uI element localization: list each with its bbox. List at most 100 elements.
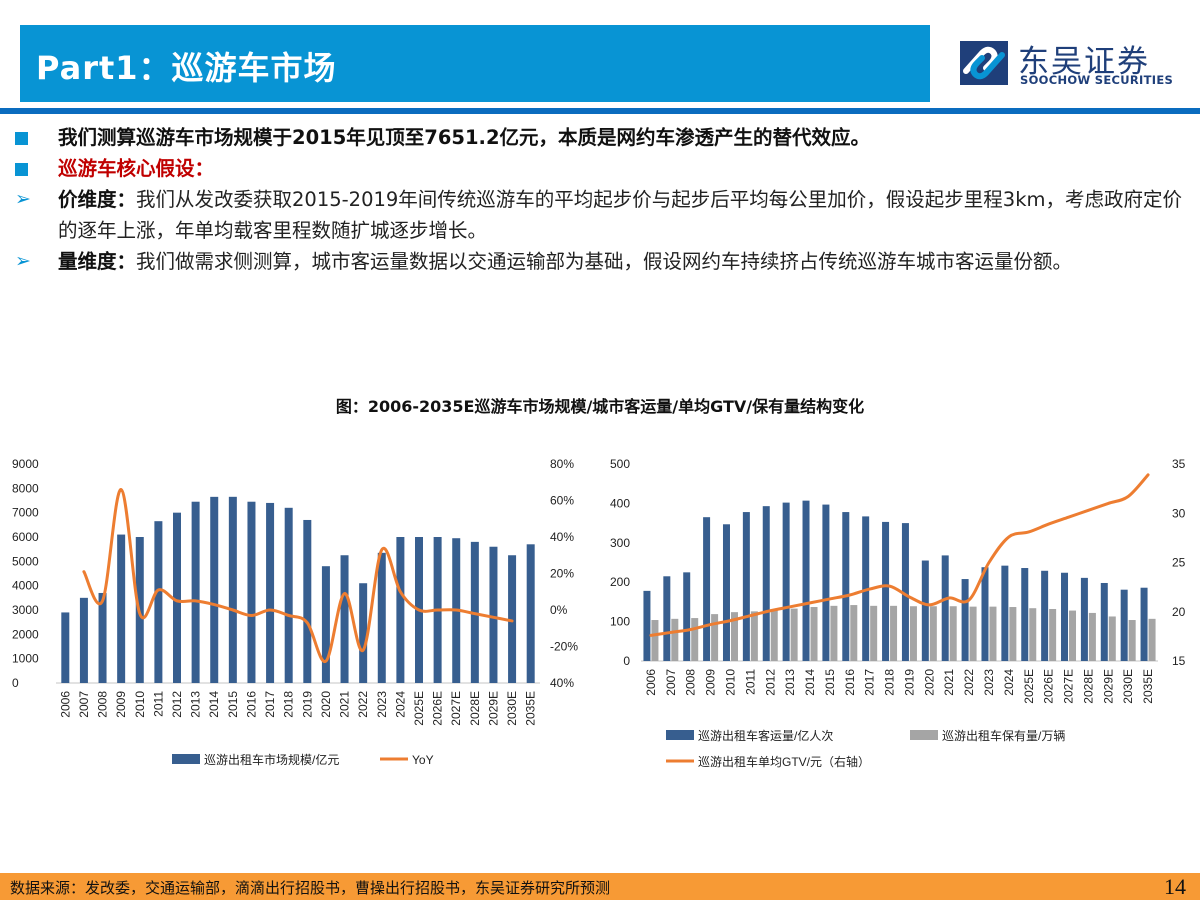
bar-primary: [981, 567, 989, 661]
x-tick-label: 2030E: [505, 691, 519, 726]
x-tick-label: 2029E: [486, 691, 500, 726]
logo-en-text: SOOCHOW SECURITIES: [1020, 73, 1174, 87]
bar-primary: [489, 546, 498, 683]
bar-secondary: [651, 620, 659, 661]
bullet-item: 我们测算巡游车市场规模于2015年见顶至7651.2亿元，本质是网约车渗透产生的…: [12, 122, 1192, 153]
figure-title: 图：2006-2035E巡游车市场规模/城市客运量/单均GTV/保有量结构变化: [335, 397, 865, 416]
bar-secondary: [691, 618, 699, 661]
y-left-tick-label: 0: [623, 654, 630, 668]
y-right-tick-label: 40%: [550, 530, 574, 544]
bar-secondary: [1148, 618, 1156, 661]
y-right-tick-label: 80%: [550, 457, 574, 471]
y-left-tick-label: 300: [610, 536, 630, 550]
bar-secondary: [671, 618, 679, 661]
bar-primary: [1140, 587, 1148, 661]
bar-primary: [1021, 568, 1029, 661]
bar-primary: [762, 506, 770, 661]
y-left-tick-label: 4000: [12, 579, 39, 593]
bar-secondary: [770, 609, 778, 661]
x-tick-label: 2026E: [1042, 669, 1056, 704]
legend-swatch: [910, 730, 938, 740]
x-tick-label: 2026E: [431, 691, 445, 726]
y-right-tick-label: 15: [1172, 654, 1186, 668]
bar-secondary: [949, 606, 957, 661]
y-left-tick-label: 0: [12, 676, 19, 690]
y-right-tick-label: 60%: [550, 494, 574, 508]
bar-primary: [210, 496, 219, 683]
x-tick-label: 2012: [763, 669, 777, 696]
y-right-tick-label: 35: [1172, 457, 1186, 471]
bullet-list: 我们测算巡游车市场规模于2015年见顶至7651.2亿元，本质是网约车渗透产生的…: [12, 122, 1192, 277]
x-tick-label: 2027E: [1062, 669, 1076, 704]
y-left-tick-label: 3000: [12, 603, 39, 617]
bullet-bold: 我们测算巡游车市场规模于2015年见顶至7651.2亿元，本质是网约车渗透产生的…: [58, 126, 871, 149]
x-tick-label: 2019: [902, 669, 916, 696]
bar-primary: [266, 502, 275, 683]
market-size-chart: 0 1000 2000 3000 4000 5000 6000 7000 8000 9000 80%…: [12, 457, 578, 767]
bar-primary: [643, 590, 651, 661]
x-tick-label: 2010: [133, 691, 147, 718]
bar-primary: [98, 592, 107, 683]
series-line: [649, 473, 1150, 637]
page-title: Part1：巡游车市场: [36, 49, 337, 87]
bar-secondary: [969, 606, 977, 661]
bar-primary: [117, 534, 126, 683]
y-left-tick-label: 7000: [12, 506, 39, 520]
data-source: 数据来源：发改委，交通运输部，滴滴出行招股书，曹操出行招股书，东吴证券研究所预测: [10, 879, 611, 897]
series-line: [82, 488, 514, 663]
bar-secondary: [810, 607, 818, 661]
y-right-tick-label: 40%: [550, 676, 574, 690]
x-tick-label: 2011: [743, 669, 757, 695]
bullet-text: 我们从发改委获取2015-2019年间传统巡游车的平均起步价与起步后平均每公里加…: [58, 188, 1182, 242]
x-tick-label: 2022: [356, 691, 370, 718]
y-left-tick-label: 9000: [12, 457, 39, 471]
legend-swatch: [172, 754, 200, 764]
bar-primary: [79, 597, 88, 683]
legend-label: YoY: [412, 753, 434, 767]
x-tick-label: 2022: [962, 669, 976, 696]
bar-secondary: [850, 605, 858, 661]
x-tick-label: 2012: [170, 691, 184, 718]
x-tick-label: 2019: [300, 691, 314, 718]
y-left-tick-label: 2000: [12, 627, 39, 641]
company-logo: 东吴证券 SOOCHOW SECURITIES: [960, 38, 1180, 93]
y-left-tick-label: 200: [610, 575, 630, 589]
x-tick-label: 2014: [207, 691, 221, 718]
x-tick-label: 2016: [244, 691, 258, 718]
y-right-tick-label: -20%: [550, 640, 578, 654]
bullet-item: ➢ 价维度：我们从发改委获取2015-2019年间传统巡游车的平均起步价与起步后…: [12, 184, 1192, 246]
bar-secondary: [870, 605, 878, 661]
bar-secondary: [830, 605, 838, 661]
bar-primary: [340, 555, 349, 683]
bar-primary: [882, 521, 890, 661]
x-tick-label: 2009: [704, 669, 718, 696]
x-tick-label: 2013: [189, 691, 203, 718]
x-tick-label: 2006: [58, 691, 72, 718]
soochow-logo-icon: [960, 41, 1008, 85]
x-tick-label: 2035E: [1141, 669, 1155, 704]
bullet-item: 巡游车核心假设：: [12, 153, 1192, 184]
bullet-item: ➢ 量维度：我们做需求侧测算，城市客运量数据以交通运输部为基础，假设网约车持续挤…: [12, 246, 1192, 277]
bar-secondary: [989, 606, 997, 661]
x-tick-label: 2027E: [449, 691, 463, 726]
bullet-bold: 巡游车核心假设：: [58, 157, 215, 180]
bar-secondary: [909, 606, 917, 661]
y-right-tick-label: 20: [1172, 605, 1186, 619]
x-tick-label: 2028E: [468, 691, 482, 726]
x-tick-label: 2024: [1002, 669, 1016, 696]
x-tick-label: 2017: [263, 691, 277, 718]
bar-primary: [1061, 572, 1069, 661]
bar-secondary: [1029, 608, 1037, 661]
header-divider: [0, 108, 1200, 114]
bar-primary: [396, 537, 405, 683]
x-tick-label: 2023: [375, 691, 389, 718]
bar-primary: [154, 521, 163, 683]
x-tick-label: 2008: [684, 669, 698, 696]
bar-primary: [941, 555, 949, 661]
bar-secondary: [750, 611, 758, 661]
legend-label: 巡游出租车保有量/万辆: [942, 728, 1065, 743]
bar-primary: [1001, 565, 1009, 661]
bar-primary: [901, 523, 909, 661]
bar-primary: [683, 572, 691, 661]
